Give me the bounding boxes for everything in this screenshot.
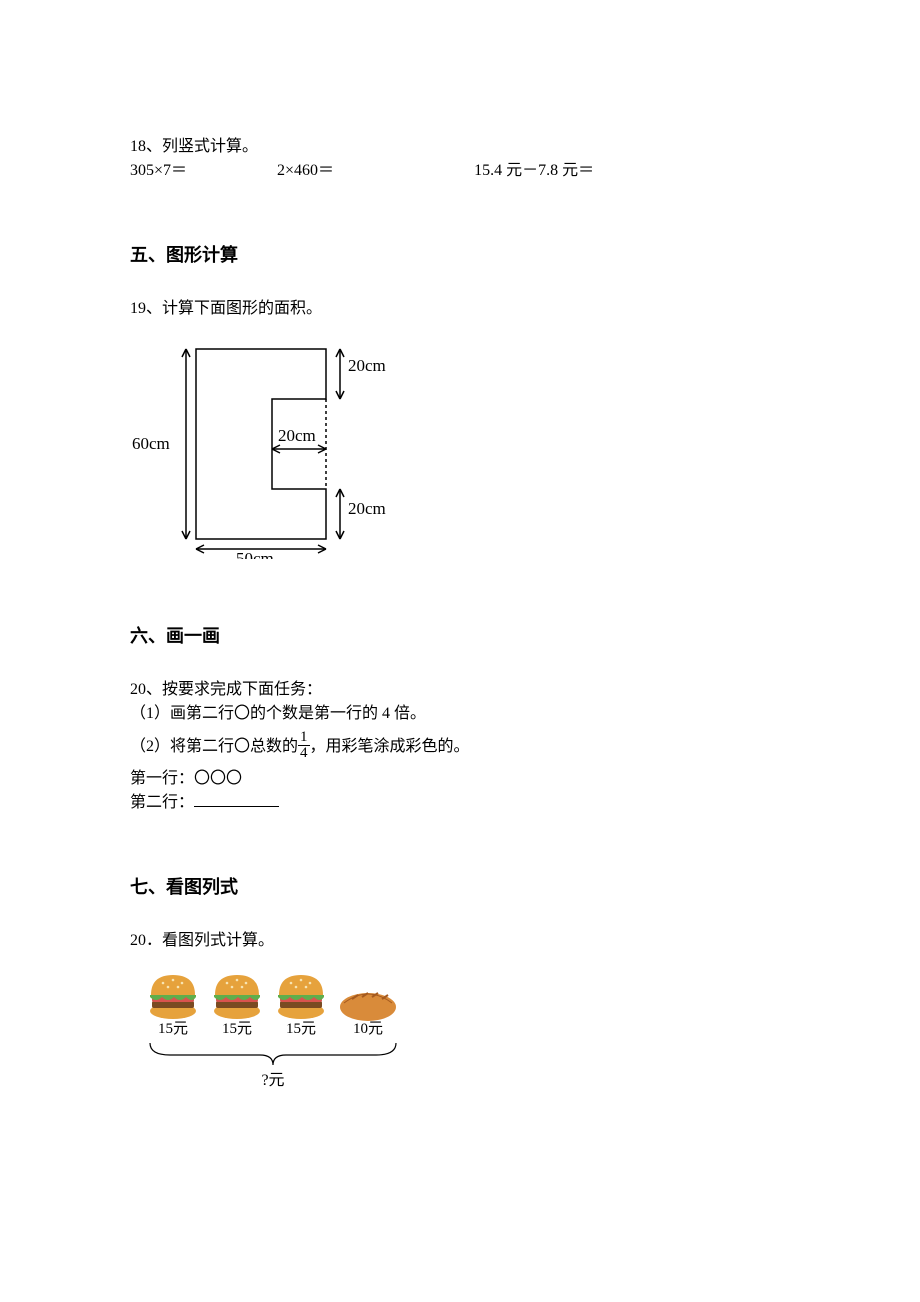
sec5-heading: 五、图形计算	[130, 241, 790, 267]
q20b-title: 看图列式计算。	[162, 932, 274, 949]
fraction-den: 4	[298, 746, 310, 761]
q18-title-line: 18、列竖式计算。	[130, 135, 790, 159]
q20b-svg: 15元 15元 15元 10元 ?元	[140, 963, 440, 1103]
q19-label-bot-seg: 20cm	[348, 499, 386, 518]
q20a-number: 20、	[130, 681, 162, 698]
sec6-heading: 六、画一画	[130, 622, 790, 648]
q19-label-bottom: 50cm	[236, 549, 274, 559]
bread-icon	[340, 993, 396, 1021]
q20b: 20．看图列式计算。	[130, 929, 790, 1108]
q20a-row2-label: 第二行：	[130, 794, 194, 811]
q18-item-2: 2×460＝	[277, 159, 334, 183]
q19: 19、计算下面图形的面积。	[130, 297, 790, 564]
fraction: 14	[298, 730, 310, 761]
fraction-num: 1	[298, 730, 310, 746]
q18-items: 305×7＝ 2×460＝ 15.4 元－7.8 元＝	[130, 159, 790, 183]
q18-item-3: 15.4 元－7.8 元＝	[474, 159, 594, 183]
page: 18、列竖式计算。 305×7＝ 2×460＝ 15.4 元－7.8 元＝ 五、…	[0, 0, 920, 1302]
q19-figure: 60cm 50cm 20cm 20cm 20cm	[126, 329, 790, 564]
price-3: 15元	[286, 1021, 316, 1037]
q19-label-left: 60cm	[132, 434, 170, 453]
q19-title-line: 19、计算下面图形的面积。	[130, 297, 790, 321]
q20a-sub2-pre: （2）将第二行〇总数的	[130, 738, 298, 755]
q19-label-top-seg: 20cm	[348, 356, 386, 375]
q18: 18、列竖式计算。 305×7＝ 2×460＝ 15.4 元－7.8 元＝	[130, 135, 790, 183]
q18-title: 列竖式计算。	[162, 138, 258, 155]
burger-icon	[278, 975, 324, 1019]
total-label: ?元	[261, 1072, 284, 1089]
q18-item-1: 305×7＝	[130, 159, 187, 183]
q20a-title: 按要求完成下面任务：	[162, 681, 322, 698]
q20b-figure: 15元 15元 15元 10元 ?元	[140, 963, 790, 1108]
q19-title: 计算下面图形的面积。	[162, 300, 322, 317]
q20a-sub1: （1）画第二行〇的个数是第一行的 4 倍。	[130, 702, 790, 726]
q20b-number: 20．	[130, 932, 162, 949]
q20a-sub2: （2）将第二行〇总数的14，用彩笔涂成彩色的。	[130, 732, 790, 763]
q20b-title-line: 20．看图列式计算。	[130, 929, 790, 953]
price-2: 15元	[222, 1021, 252, 1037]
price-4: 10元	[353, 1021, 383, 1037]
q20a-row2: 第二行：	[130, 791, 790, 815]
blank-line	[194, 806, 279, 807]
q18-number: 18、	[130, 138, 162, 155]
q19-label-notch: 20cm	[278, 426, 316, 445]
q19-svg: 60cm 50cm 20cm 20cm 20cm	[126, 329, 386, 559]
q20a-sub2-post: ，用彩笔涂成彩色的。	[310, 738, 470, 755]
q20a-title-line: 20、按要求完成下面任务：	[130, 678, 790, 702]
burger-icon	[214, 975, 260, 1019]
q20a-row1: 第一行：〇〇〇	[130, 767, 790, 791]
sec7-heading: 七、看图列式	[130, 873, 790, 899]
price-1: 15元	[158, 1021, 188, 1037]
q19-number: 19、	[130, 300, 162, 317]
burger-icon	[150, 975, 196, 1019]
q20a: 20、按要求完成下面任务： （1）画第二行〇的个数是第一行的 4 倍。 （2）将…	[130, 678, 790, 815]
